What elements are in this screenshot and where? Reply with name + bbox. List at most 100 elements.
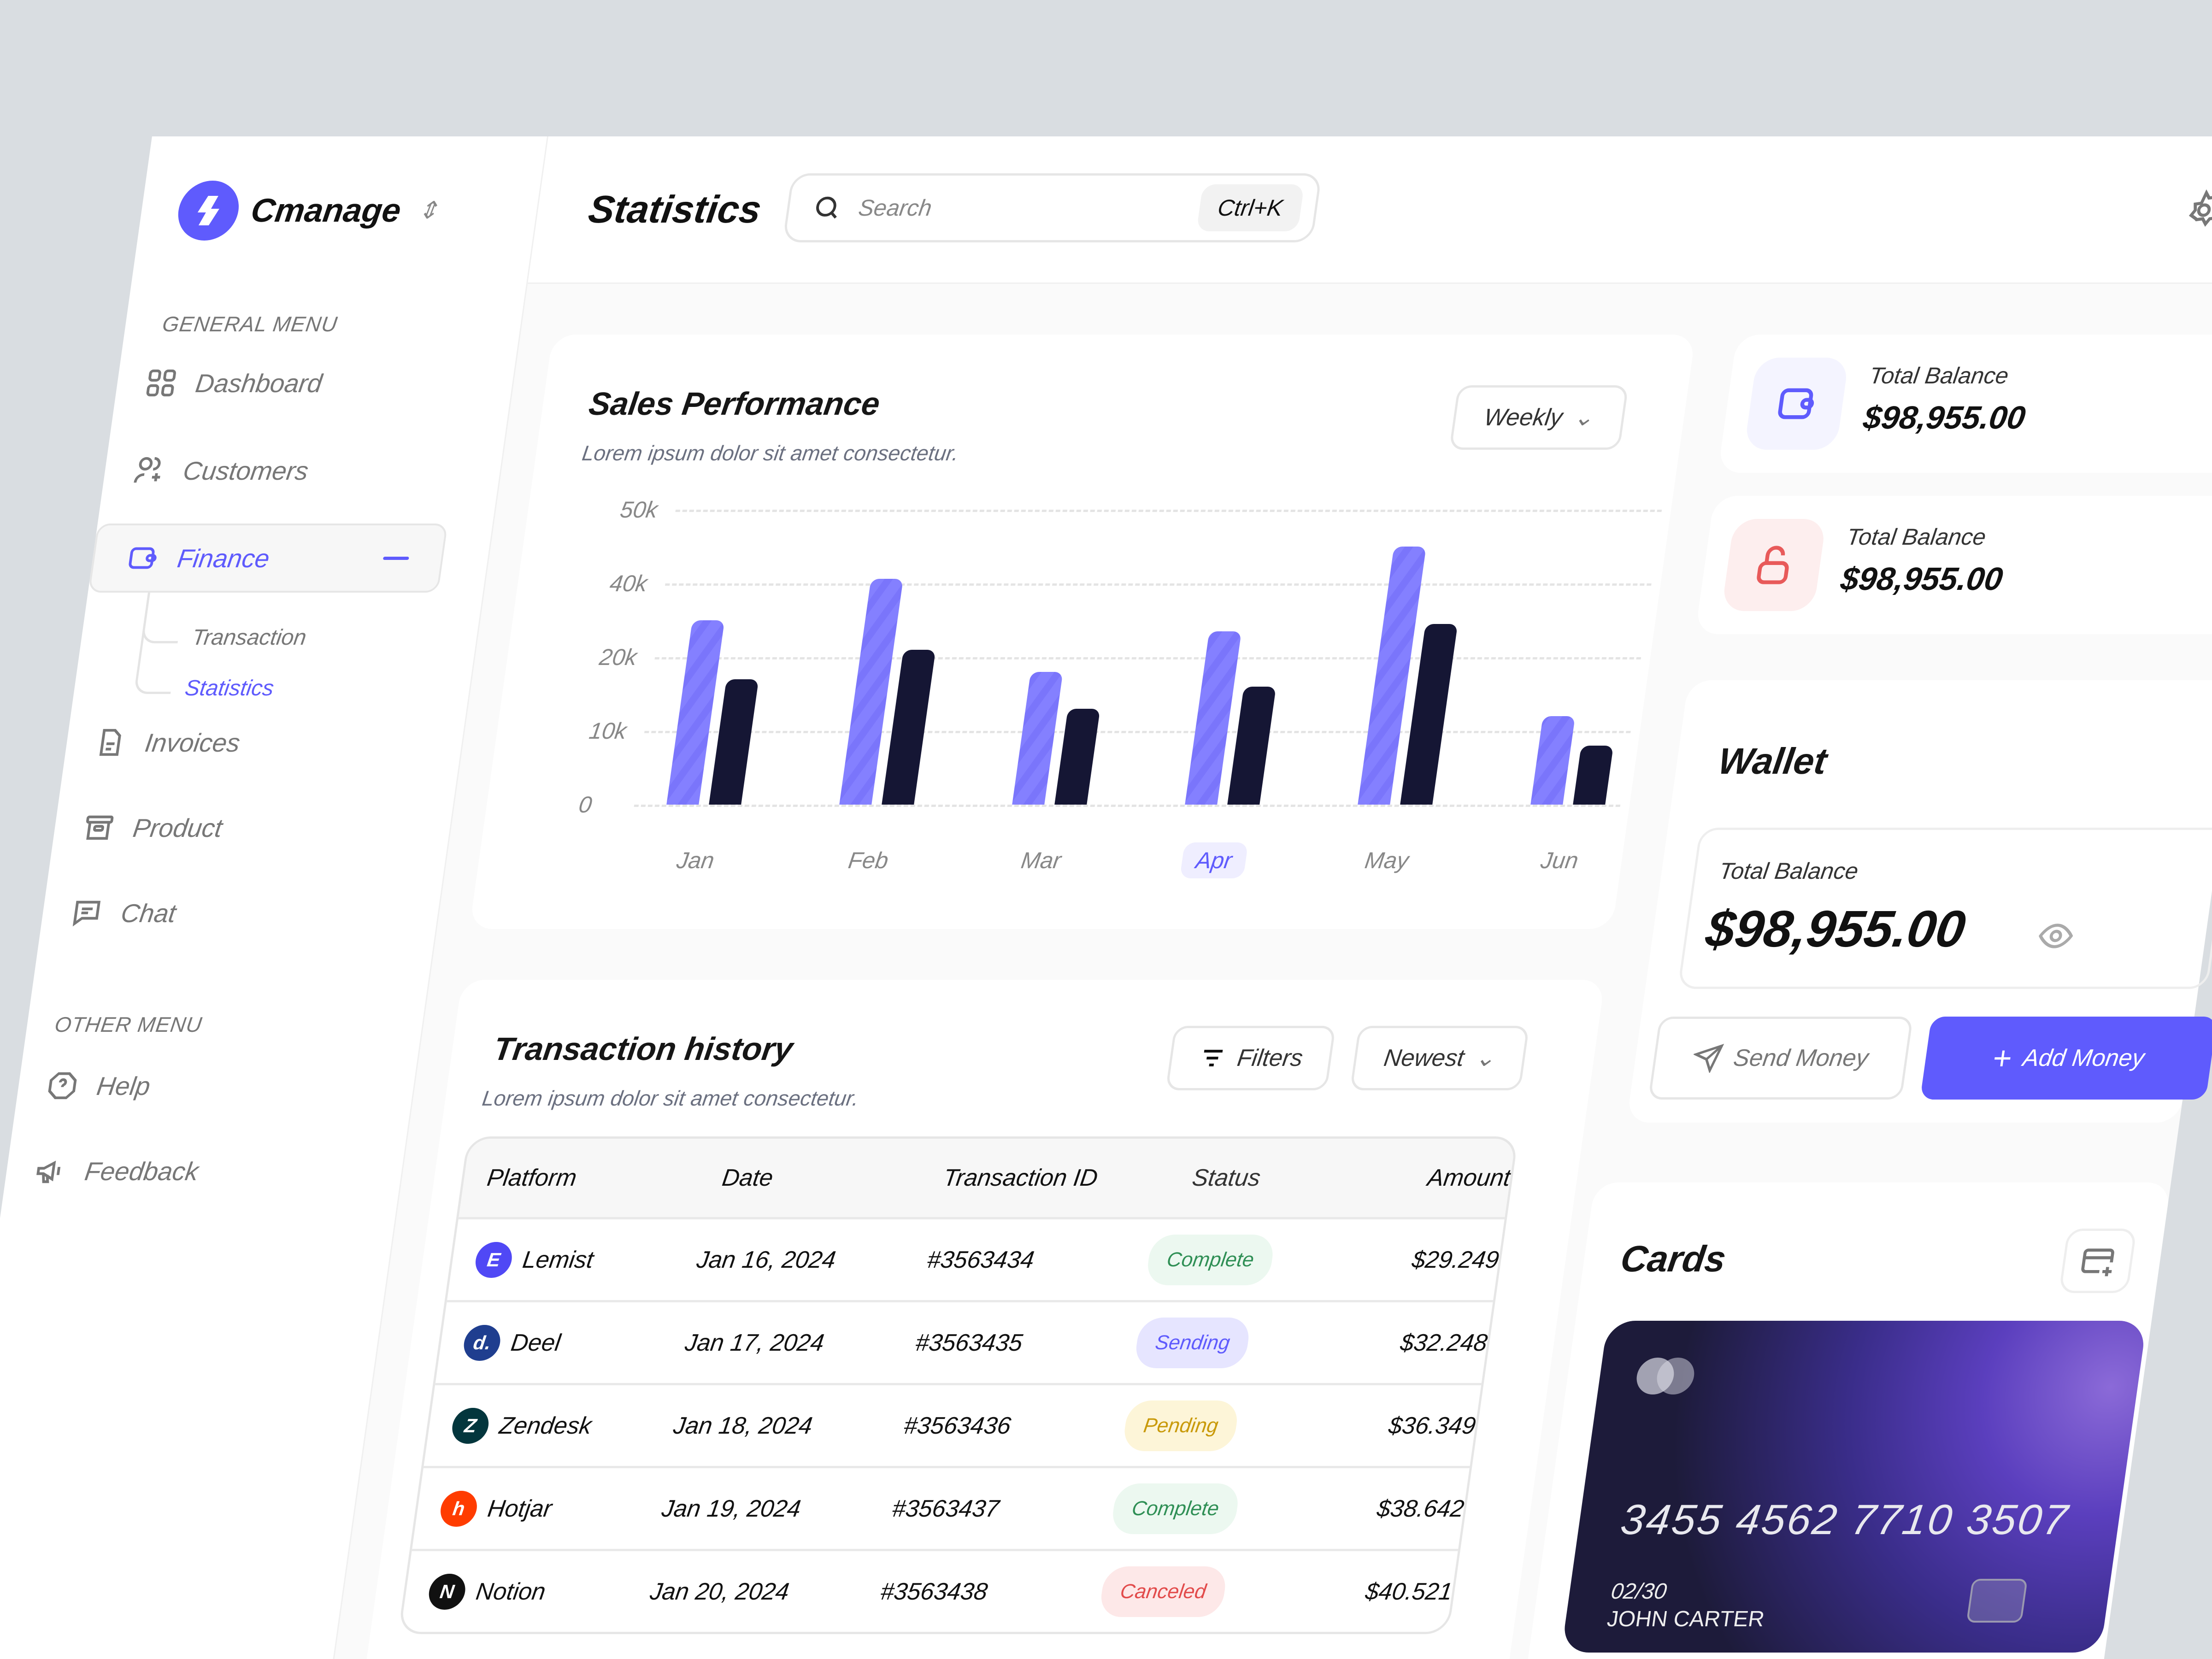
bar-series-b[interactable] bbox=[1573, 746, 1614, 805]
bar-series-a[interactable] bbox=[1530, 716, 1576, 805]
gear-icon[interactable] bbox=[2180, 189, 2212, 231]
bar-group[interactable] bbox=[1530, 716, 1618, 805]
sidebar-item-customers[interactable]: Customers bbox=[130, 454, 311, 487]
x-tick-feb[interactable]: Feb bbox=[847, 847, 890, 873]
table-body: E Lemist Jan 16, 2024 #3563434 Complete $… bbox=[400, 1217, 1505, 1632]
bar-group[interactable] bbox=[1012, 672, 1105, 805]
other-menu-heading: OTHER MENU bbox=[53, 1012, 204, 1036]
sidebar-subitem-statistics[interactable]: Statistics bbox=[183, 676, 276, 700]
add-card-button[interactable] bbox=[2059, 1229, 2137, 1293]
y-tick: 20k bbox=[598, 644, 639, 670]
amount-cell: $36.349 bbox=[1387, 1412, 1477, 1439]
gridline bbox=[675, 510, 1662, 512]
balance-card-1: Total Balance $98,955.00 bbox=[1718, 335, 2212, 473]
date-cell: Jan 16, 2024 bbox=[695, 1246, 838, 1273]
sidebar-item-label: Customers bbox=[181, 456, 311, 485]
platform-name: Lemist bbox=[521, 1246, 595, 1273]
status-badge: Pending bbox=[1122, 1400, 1241, 1451]
table-row[interactable]: Z Zendesk Jan 18, 2024 #3563436 Pending $… bbox=[424, 1383, 1482, 1466]
x-tick-may[interactable]: May bbox=[1363, 847, 1411, 873]
y-tick: 0 bbox=[577, 792, 594, 818]
table-row[interactable]: h Hotjar Jan 19, 2024 #3563437 Complete $… bbox=[412, 1466, 1470, 1549]
brand-logo-icon bbox=[174, 181, 243, 241]
transaction-history-card: Transaction history Lorem ipsum dolor si… bbox=[352, 980, 1605, 1659]
table-row[interactable]: E Lemist Jan 16, 2024 #3563434 Complete $… bbox=[447, 1217, 1505, 1300]
sidebar-item-chat[interactable]: Chat bbox=[68, 897, 178, 929]
collapse-icon[interactable] bbox=[382, 556, 409, 560]
sidebar-item-feedback[interactable]: Feedback bbox=[32, 1155, 201, 1187]
chevron-down-icon: ⌄ bbox=[1473, 1045, 1497, 1071]
credit-card[interactable]: 3455 4562 7710 3507 02/30 JOHN CARTER bbox=[1561, 1321, 2147, 1653]
table-header: Platform Date Transaction ID Status Amou… bbox=[459, 1139, 1516, 1217]
amount-cell: $32.248 bbox=[1399, 1329, 1489, 1356]
col-status[interactable]: Status bbox=[1190, 1165, 1262, 1191]
x-tick-jan[interactable]: Jan bbox=[675, 847, 716, 873]
sales-chart: 50k 40k 20k 10k 0 Jan Feb Mar Apr May Jun bbox=[550, 497, 1662, 878]
y-tick: 50k bbox=[618, 497, 659, 523]
x-tick-jun[interactable]: Jun bbox=[1539, 847, 1580, 873]
bar-group[interactable] bbox=[666, 620, 767, 805]
sales-subtitle: Lorem ipsum dolor sit amet consectetur. bbox=[580, 441, 960, 465]
bar-series-b[interactable] bbox=[709, 679, 759, 805]
chevron-updown-icon: ⇕ bbox=[416, 197, 441, 224]
platform-cell: E Lemist bbox=[473, 1241, 672, 1278]
platform-logo-icon: h bbox=[438, 1490, 480, 1527]
help-icon bbox=[48, 1072, 77, 1100]
wallet-icon bbox=[129, 547, 157, 569]
eye-icon[interactable] bbox=[2035, 918, 2077, 954]
sidebar-item-help[interactable]: Help bbox=[44, 1070, 153, 1102]
filter-icon bbox=[1204, 1050, 1223, 1066]
brand-switcher[interactable]: Cmanage ⇕ bbox=[174, 181, 442, 241]
bar-series-b[interactable] bbox=[1054, 709, 1100, 805]
card-number: 3455 4562 7710 3507 bbox=[1618, 1496, 2072, 1543]
col-platform[interactable]: Platform bbox=[485, 1165, 579, 1191]
bar-series-b[interactable] bbox=[1227, 687, 1277, 805]
wallet-balance-box: Total Balance $98,955.00 bbox=[1677, 828, 2212, 989]
grid-icon bbox=[146, 369, 176, 397]
table-row[interactable]: d. Deel Jan 17, 2024 #3563435 Sending $32… bbox=[435, 1300, 1494, 1383]
col-amount[interactable]: Amount bbox=[1426, 1165, 1512, 1191]
balance-value: $98,955.00 bbox=[1861, 400, 2028, 435]
col-date[interactable]: Date bbox=[720, 1165, 775, 1191]
bar-group[interactable] bbox=[839, 579, 946, 805]
sidebar-item-label: Dashboard bbox=[194, 368, 324, 398]
wallet-balance-label: Total Balance bbox=[1718, 858, 1860, 884]
sort-value: Newest bbox=[1382, 1045, 1466, 1071]
sidebar-subitem-transaction[interactable]: Transaction bbox=[190, 625, 308, 650]
gridline bbox=[644, 731, 1631, 733]
date-cell: Jan 18, 2024 bbox=[671, 1412, 814, 1439]
filters-button[interactable]: Filters bbox=[1165, 1026, 1336, 1090]
platform-cell: N Notion bbox=[426, 1573, 625, 1610]
period-dropdown[interactable]: Weekly ⌄ bbox=[1449, 385, 1629, 450]
sidebar-item-product[interactable]: Product bbox=[80, 812, 224, 844]
sidebar-item-invoices[interactable]: Invoices bbox=[92, 726, 242, 759]
bar-series-a[interactable] bbox=[1012, 672, 1063, 805]
gridline bbox=[654, 657, 1641, 659]
add-money-button[interactable]: + Add Money bbox=[1920, 1017, 2212, 1100]
platform-cell: h Hotjar bbox=[438, 1490, 637, 1527]
shortcut-badge: Ctrl+K bbox=[1196, 184, 1305, 231]
platform-name: Zendesk bbox=[497, 1412, 594, 1439]
x-tick-apr[interactable]: Apr bbox=[1179, 842, 1248, 878]
search-placeholder: Search bbox=[857, 195, 934, 221]
balance-value: $98,955.00 bbox=[1838, 561, 2005, 597]
document-icon bbox=[99, 729, 121, 756]
sidebar-item-dashboard[interactable]: Dashboard bbox=[143, 367, 324, 399]
send-money-button[interactable]: Send Money bbox=[1648, 1017, 1913, 1100]
users-plus-icon bbox=[134, 457, 161, 483]
sidebar-item-finance[interactable]: Finance bbox=[88, 524, 448, 593]
platform-name: Notion bbox=[474, 1578, 547, 1605]
platform-logo-icon: Z bbox=[450, 1407, 491, 1444]
y-tick: 40k bbox=[608, 571, 649, 596]
search-input[interactable]: Search Ctrl+K bbox=[782, 173, 1322, 242]
amount-cell: $29.249 bbox=[1410, 1246, 1501, 1273]
x-tick-mar[interactable]: Mar bbox=[1019, 847, 1063, 873]
wallet-card: Wallet Total Balance $98,955.00 Send Mon… bbox=[1626, 680, 2212, 1123]
sidebar-item-label: Chat bbox=[119, 898, 178, 928]
platform-name: Deel bbox=[509, 1329, 563, 1356]
card-holder: JOHN CARTER bbox=[1606, 1607, 1766, 1631]
sort-dropdown[interactable]: Newest ⌄ bbox=[1350, 1026, 1530, 1090]
table-row[interactable]: N Notion Jan 20, 2024 #3563438 Canceled $… bbox=[400, 1549, 1459, 1632]
card-plus-icon bbox=[2081, 1248, 2114, 1277]
col-transaction-id[interactable]: Transaction ID bbox=[941, 1165, 1100, 1191]
